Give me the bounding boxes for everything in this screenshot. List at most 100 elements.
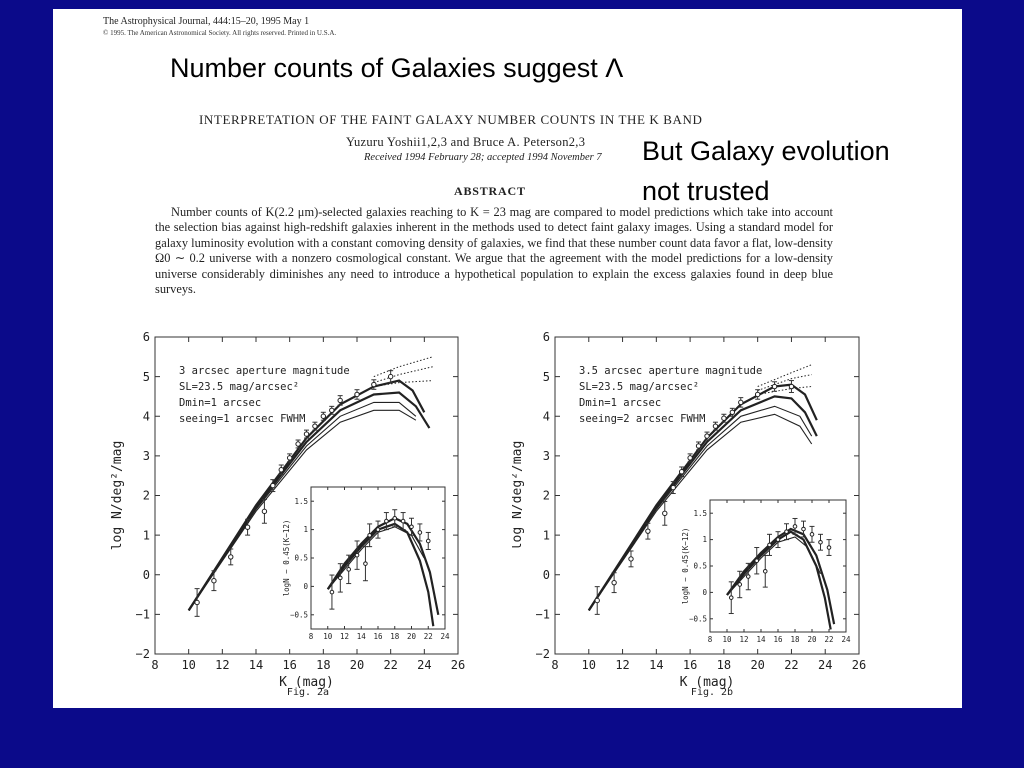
data-point (211, 577, 217, 584)
y-tick-label: 6 (143, 330, 150, 344)
model-curve (757, 374, 812, 391)
model-curve (187, 391, 431, 612)
y-tick-label: 3 (543, 449, 550, 463)
inset-y-tick-label: −0.5 (689, 614, 707, 623)
annotation-line: seeing=2 arcsec FWHM (579, 413, 705, 425)
x-tick-label: 10 (582, 658, 596, 672)
abstract-text: Number counts of K(2.2 μm)-selected gala… (155, 205, 833, 297)
data-point (721, 415, 727, 421)
data-point (286, 455, 293, 461)
x-tick-label: 22 (784, 658, 798, 672)
x-axis-label: K (mag) (680, 675, 735, 690)
data-point (687, 455, 693, 461)
data-point (228, 554, 234, 560)
data-point (270, 482, 276, 489)
x-tick-label: 22 (383, 658, 397, 672)
inset-data-point (792, 524, 798, 529)
model-curve (373, 366, 433, 384)
data-point (303, 431, 310, 437)
inset-data-point (425, 538, 431, 544)
annotation-line: seeing=1 arcsec FWHM (179, 413, 305, 425)
paper-title: INTERPRETATION OF THE FAINT GALAXY NUMBE… (199, 112, 703, 127)
data-point (594, 597, 600, 604)
y-tick-label: 6 (543, 330, 550, 344)
data-point (771, 383, 778, 390)
inset-x-tick-label: 22 (824, 635, 833, 644)
inset-x-tick-label: 8 (309, 632, 314, 641)
y-tick-label: −2 (136, 647, 150, 661)
annotation-line: SL=23.5 mag/arcsec² (579, 381, 699, 393)
inset-plot-area: 8 10 12 14 16 18 20 22 24 −0.5 0 0.5 1 1.5 logN − 0.45… (681, 499, 851, 644)
y-tick-label: 1 (543, 528, 550, 542)
y-axis-label: log N/deg²/mag (512, 441, 525, 551)
y-tick-label: 2 (543, 489, 550, 503)
inset-x-tick-label: 10 (722, 635, 732, 644)
data-point (670, 484, 676, 491)
inset-y-tick-label: 0 (303, 582, 308, 591)
slide-title: Number counts of Galaxies suggest Λ (170, 53, 624, 83)
inset-y-tick-label: 0.5 (693, 562, 707, 571)
x-tick-label: 16 (683, 658, 697, 672)
y-tick-label: 4 (543, 409, 550, 423)
data-point (261, 508, 268, 515)
callout-text: But Galaxy evolution not trusted (642, 131, 890, 211)
inset-y-tick-label: 1 (702, 535, 707, 544)
data-point (729, 409, 736, 415)
annotation-line: 3.5 arcsec aperture magnitude (579, 365, 762, 377)
data-point (645, 528, 651, 534)
data-point (738, 399, 744, 406)
data-point (662, 510, 668, 517)
callout-line-2: not trusted (642, 176, 770, 206)
model-curve (188, 401, 417, 611)
copyright-line: © 1995. The American Astronomical Societ… (103, 29, 337, 37)
annotation-line: Dmin=1 arcsec (179, 397, 261, 409)
inset-data-point (767, 542, 772, 548)
x-tick-label: 26 (451, 658, 465, 672)
x-tick-label: 24 (818, 658, 832, 672)
inset-data-point (775, 537, 781, 542)
annotation-line: SL=23.5 mag/arcsec² (179, 381, 299, 393)
x-tick-label: 18 (316, 658, 330, 672)
inset-data-point (384, 518, 389, 524)
inset-data-point (809, 532, 815, 537)
y-tick-label: 5 (543, 370, 550, 384)
inset-y-tick-label: 1.5 (294, 497, 308, 506)
inset-data-point (737, 582, 743, 587)
data-point (194, 599, 200, 606)
inset-y-axis-label: logN − 0.45(K−12) (681, 528, 690, 605)
abstract-heading: ABSTRACT (454, 184, 526, 198)
paper-scan: The Astrophysical Journal, 444:15–20, 19… (53, 9, 962, 708)
data-point (754, 391, 761, 398)
journal-header: The Astrophysical Journal, 444:15–20, 19… (103, 16, 310, 27)
model-curve (373, 380, 433, 387)
inset-y-tick-label: 1 (303, 525, 308, 534)
inset-data-point (329, 589, 335, 595)
x-tick-label: 16 (282, 658, 296, 672)
x-tick-label: 20 (350, 658, 364, 672)
inset-x-tick-label: 14 (357, 632, 367, 641)
model-curve (188, 409, 417, 611)
data-point (244, 524, 251, 530)
y-tick-label: 3 (143, 449, 150, 463)
y-tick-label: 4 (143, 409, 150, 423)
data-point (278, 467, 284, 473)
data-point (337, 397, 343, 404)
x-tick-label: 12 (615, 658, 629, 672)
y-axis-label: log N/deg²/mag (110, 441, 125, 551)
figure-caption: Fig. 2a (287, 687, 329, 698)
x-tick-label: 18 (717, 658, 731, 672)
data-point (704, 433, 710, 439)
x-tick-label: 20 (750, 658, 764, 672)
data-point (695, 443, 702, 449)
paper-authors: Yuzuru Yoshii1,2,3 and Bruce A. Peterson… (346, 135, 586, 149)
annotation-block: 3 arcsec aperture magnitude SL=23.5 mag/a… (179, 365, 350, 425)
inset-x-tick-label: 18 (390, 632, 400, 641)
inset-x-tick-label: 20 (407, 632, 417, 641)
inset-x-tick-label: 14 (756, 635, 766, 644)
data-point (295, 441, 301, 447)
inset-data-point (417, 530, 423, 535)
inset-x-tick-label: 16 (773, 635, 783, 644)
annotation-block: 3.5 arcsec aperture magnitude SL=23.5 mag… (579, 365, 762, 425)
